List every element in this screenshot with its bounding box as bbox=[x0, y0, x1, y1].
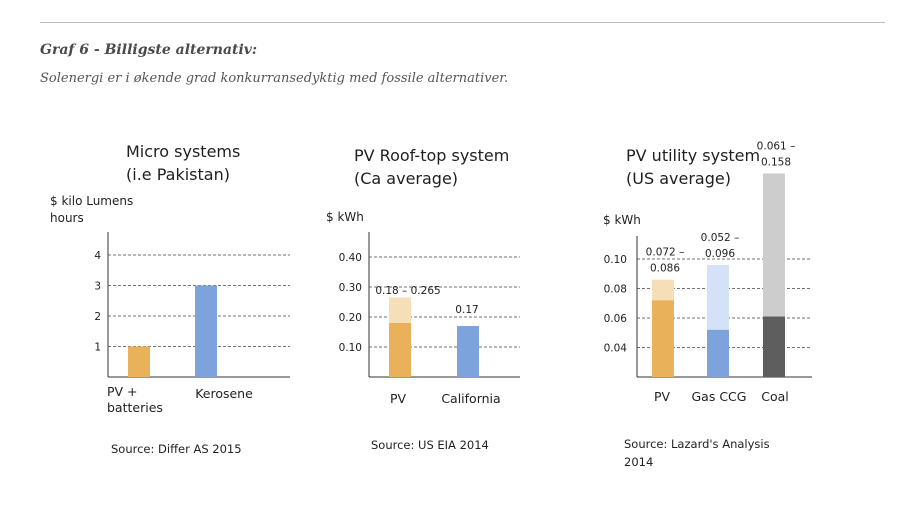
panel3-y-tick-label: 0.08 bbox=[604, 284, 627, 296]
panel2-cat-california: California bbox=[441, 391, 501, 406]
panel3-data-label-gas-ccg: 0.052 – bbox=[701, 232, 740, 244]
panel1-y-tick-label: 2 bbox=[94, 311, 101, 323]
panel1-source: Source: Differ AS 2015 bbox=[111, 442, 242, 456]
panel3-bar-coal bbox=[763, 316, 785, 377]
panel3-bar-pv-range bbox=[652, 279, 674, 301]
panel1-ylabel-line1: $ kilo Lumens bbox=[50, 194, 134, 208]
panel3-y-tick-label: 0.04 bbox=[604, 343, 628, 355]
panel3-ylabel: $ kWh bbox=[603, 213, 641, 227]
panel2-y-tick-label: 0.30 bbox=[339, 282, 362, 294]
panel1-y-tick-label: 1 bbox=[94, 342, 101, 354]
panel3-source: Source: Lazard's Analysis 2014 bbox=[624, 435, 770, 471]
panel1-cat-pv-line2: batteries bbox=[107, 400, 163, 415]
panel2-title: PV Roof-top system (Ca average) bbox=[354, 144, 509, 190]
panel2-y-tick-label: 0.40 bbox=[339, 252, 362, 264]
panel1-ylabel: $ kilo Lumens hours bbox=[50, 193, 133, 227]
panel1-ylabel-line2: hours bbox=[50, 211, 84, 225]
panel3-cat-coal: Coal bbox=[761, 389, 789, 404]
panel1-cat-pv-line1: PV + bbox=[107, 384, 138, 399]
panel2-data-label-pv: 0.18 – 0.265 bbox=[375, 285, 440, 297]
panel1-cat-kerosene: Kerosene bbox=[195, 386, 253, 401]
panel2-ylabel: $ kWh bbox=[326, 210, 364, 224]
panel1-title-line1: Micro systems bbox=[126, 142, 241, 161]
panel3-bar-coal-range bbox=[763, 173, 785, 317]
figure-title: Graf 6 - Billigste alternativ: bbox=[40, 42, 258, 58]
panel3-y-tick-label: 0.10 bbox=[604, 254, 627, 266]
panel3-title-line2: (US average) bbox=[626, 169, 731, 188]
panel3-data-label-gas-ccg: 0.096 bbox=[705, 248, 735, 260]
panel1-title: Micro systems (i.e Pakistan) bbox=[126, 140, 240, 186]
panel3-title-line1: PV utility system bbox=[626, 146, 761, 165]
figure-subtitle: Solenergi er i økende grad konkurransedy… bbox=[40, 71, 509, 86]
panel3-bar-pv bbox=[652, 300, 674, 377]
panel3-bar-gas-ccg bbox=[707, 329, 729, 377]
panel2-cat-pv: PV bbox=[389, 391, 407, 406]
panel2-bar-pv bbox=[389, 323, 411, 377]
panel3-cat-gas: Gas CCG bbox=[691, 389, 747, 404]
panel1-cat-pv: PV + batteries bbox=[107, 384, 171, 416]
panel3-data-label-coal: 0.061 – bbox=[757, 140, 796, 152]
panel1-y-tick-label: 3 bbox=[94, 281, 101, 293]
panel3-source-line1: Source: Lazard's Analysis bbox=[624, 437, 770, 451]
panel1-bar-pv-batteries bbox=[128, 346, 150, 377]
panel1-y-tick-label: 4 bbox=[94, 250, 101, 262]
panel3-y-tick-label: 0.06 bbox=[604, 313, 628, 325]
panel3-data-label-coal: 0.158 bbox=[761, 156, 791, 168]
top-divider bbox=[40, 22, 885, 23]
panel2-data-label-california: 0.17 bbox=[455, 304, 478, 316]
panel2-y-tick-label: 0.20 bbox=[339, 312, 362, 324]
panel2-bar-california bbox=[457, 326, 479, 377]
panel2-title-line2: (Ca average) bbox=[354, 169, 459, 188]
panel3-title: PV utility system (US average) bbox=[626, 144, 760, 190]
panel2-y-tick-label: 0.10 bbox=[339, 342, 362, 354]
panel3-bar-gas-ccg-range bbox=[707, 264, 729, 330]
panel3-source-line2: 2014 bbox=[624, 455, 654, 469]
panel3-data-label-pv: 0.072 – bbox=[646, 247, 685, 259]
panel2-title-line1: PV Roof-top system bbox=[354, 146, 510, 165]
panel2-source: Source: US EIA 2014 bbox=[371, 438, 489, 452]
panel3-data-label-pv: 0.086 bbox=[650, 263, 680, 275]
panel1-title-line2: (i.e Pakistan) bbox=[126, 165, 230, 184]
panel2-bar-pv-range bbox=[389, 297, 411, 323]
panel1-bar-kerosene bbox=[195, 285, 217, 377]
panel3-cat-pv: PV bbox=[653, 389, 671, 404]
